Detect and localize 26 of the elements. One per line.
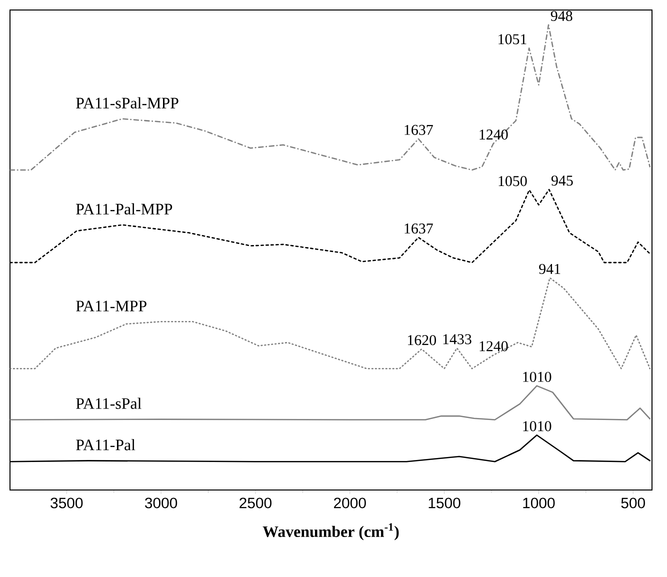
annotation: 1240 bbox=[480, 130, 508, 140]
annotation: 1010 bbox=[523, 421, 552, 432]
series-label: PA11-sPal-MPP bbox=[76, 97, 178, 108]
x-tick-label: 1000 bbox=[523, 498, 555, 508]
x-tick-label: 1500 bbox=[428, 498, 460, 508]
annotation: 945 bbox=[551, 176, 573, 186]
annotation: 1051 bbox=[498, 34, 526, 44]
x-axis-title: Wavenumber (cm$^{-1}$) bbox=[262, 523, 399, 540]
annotation: 1050 bbox=[498, 176, 527, 186]
annotation: 948 bbox=[550, 10, 572, 21]
annotation: 1637 bbox=[404, 124, 433, 135]
series-label: PA11-Pal-MPP bbox=[76, 203, 172, 215]
annotation: 1010 bbox=[523, 372, 552, 382]
series-label: PA11-sPal bbox=[76, 398, 142, 409]
annotation: 941 bbox=[539, 264, 560, 274]
annotation: 1433 bbox=[443, 334, 472, 344]
series-label: PA11-MPP bbox=[76, 300, 146, 312]
annotation: 1637 bbox=[404, 224, 433, 234]
series-label: PA11-Pal bbox=[76, 439, 136, 450]
annotation: 1620 bbox=[408, 335, 436, 346]
x-tick-label: 3000 bbox=[144, 498, 178, 508]
x-tick-label: 500 bbox=[621, 498, 645, 508]
x-tick-label: 2500 bbox=[240, 498, 272, 508]
x-tick-label: 2000 bbox=[334, 498, 366, 508]
x-tick-label: 3500 bbox=[50, 498, 83, 508]
annotation: 1240 bbox=[480, 341, 508, 352]
